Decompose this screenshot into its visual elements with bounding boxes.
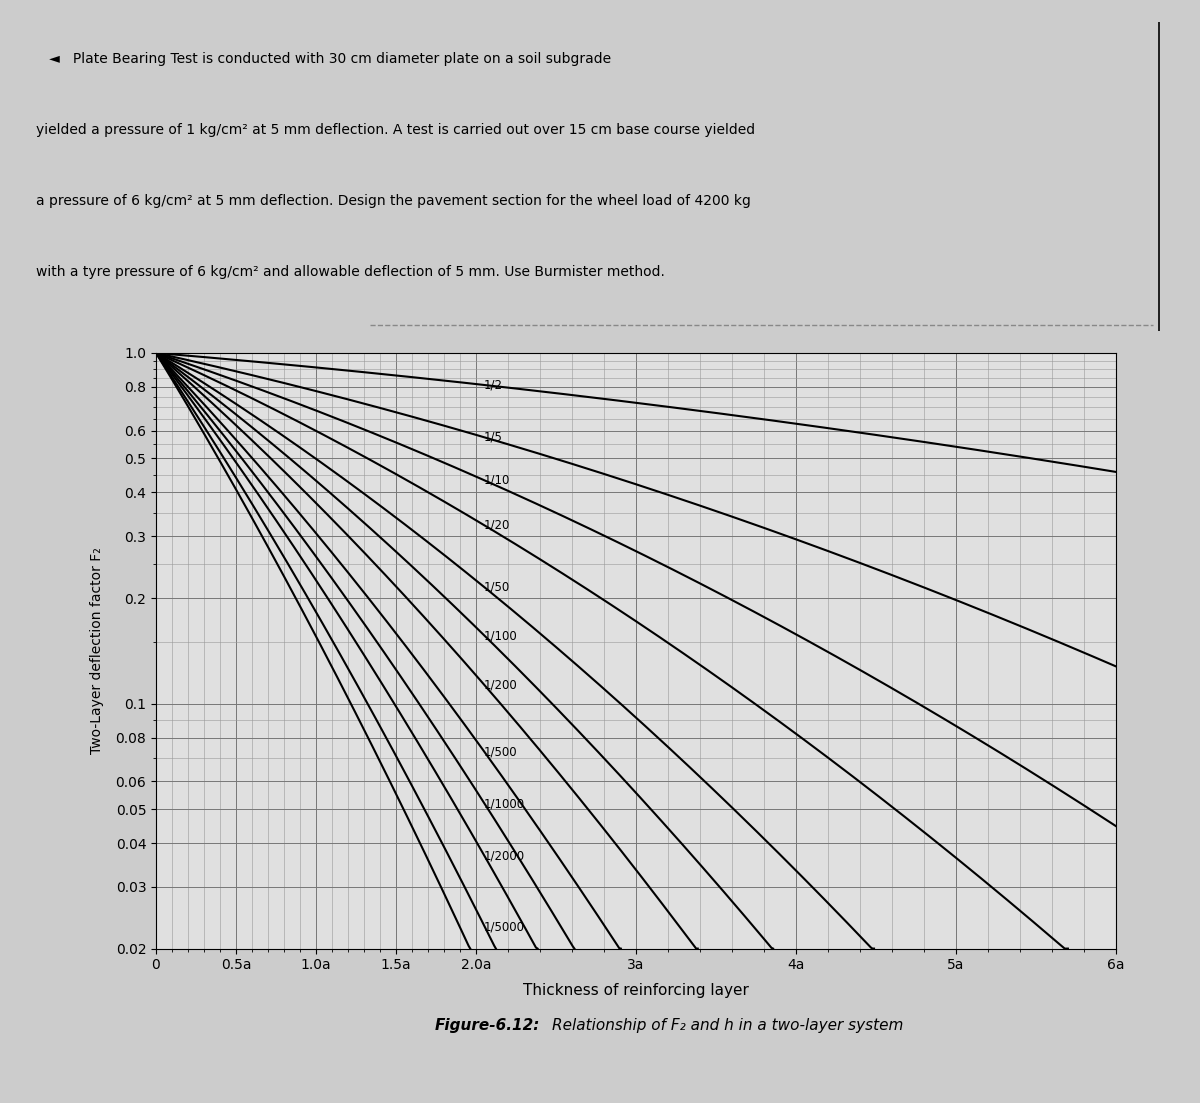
Text: yielded a pressure of 1 kg/cm² at 5 mm deflection. A test is carried out over 15: yielded a pressure of 1 kg/cm² at 5 mm d…	[36, 124, 755, 137]
Text: Relationship of F₂ and h in a two-layer system: Relationship of F₂ and h in a two-layer …	[552, 1018, 904, 1034]
Text: 1/2000: 1/2000	[484, 849, 526, 863]
Text: 1/20: 1/20	[484, 518, 510, 532]
Text: 1/100: 1/100	[484, 630, 517, 642]
Text: 1/50: 1/50	[484, 581, 510, 593]
Text: Figure-6.12:: Figure-6.12:	[434, 1018, 540, 1034]
Text: 1/10: 1/10	[484, 474, 510, 486]
Text: ◄   Plate Bearing Test is conducted with 30 cm diameter plate on a soil subgrade: ◄ Plate Bearing Test is conducted with 3…	[36, 52, 611, 66]
Text: 1/500: 1/500	[484, 746, 517, 759]
Text: 1/200: 1/200	[484, 678, 517, 692]
Text: 1/5: 1/5	[484, 431, 503, 443]
Text: 1/5000: 1/5000	[484, 920, 526, 933]
Text: a pressure of 6 kg/cm² at 5 mm deflection. Design the pavement section for the w: a pressure of 6 kg/cm² at 5 mm deflectio…	[36, 194, 750, 208]
Y-axis label: Two-Layer deflection factor F₂: Two-Layer deflection factor F₂	[90, 547, 104, 754]
Text: with a tyre pressure of 6 kg/cm² and allowable deflection of 5 mm. Use Burmister: with a tyre pressure of 6 kg/cm² and all…	[36, 265, 665, 279]
X-axis label: Thickness of reinforcing layer: Thickness of reinforcing layer	[523, 984, 749, 998]
Text: 1/1000: 1/1000	[484, 797, 526, 811]
Text: 1/2: 1/2	[484, 378, 503, 392]
